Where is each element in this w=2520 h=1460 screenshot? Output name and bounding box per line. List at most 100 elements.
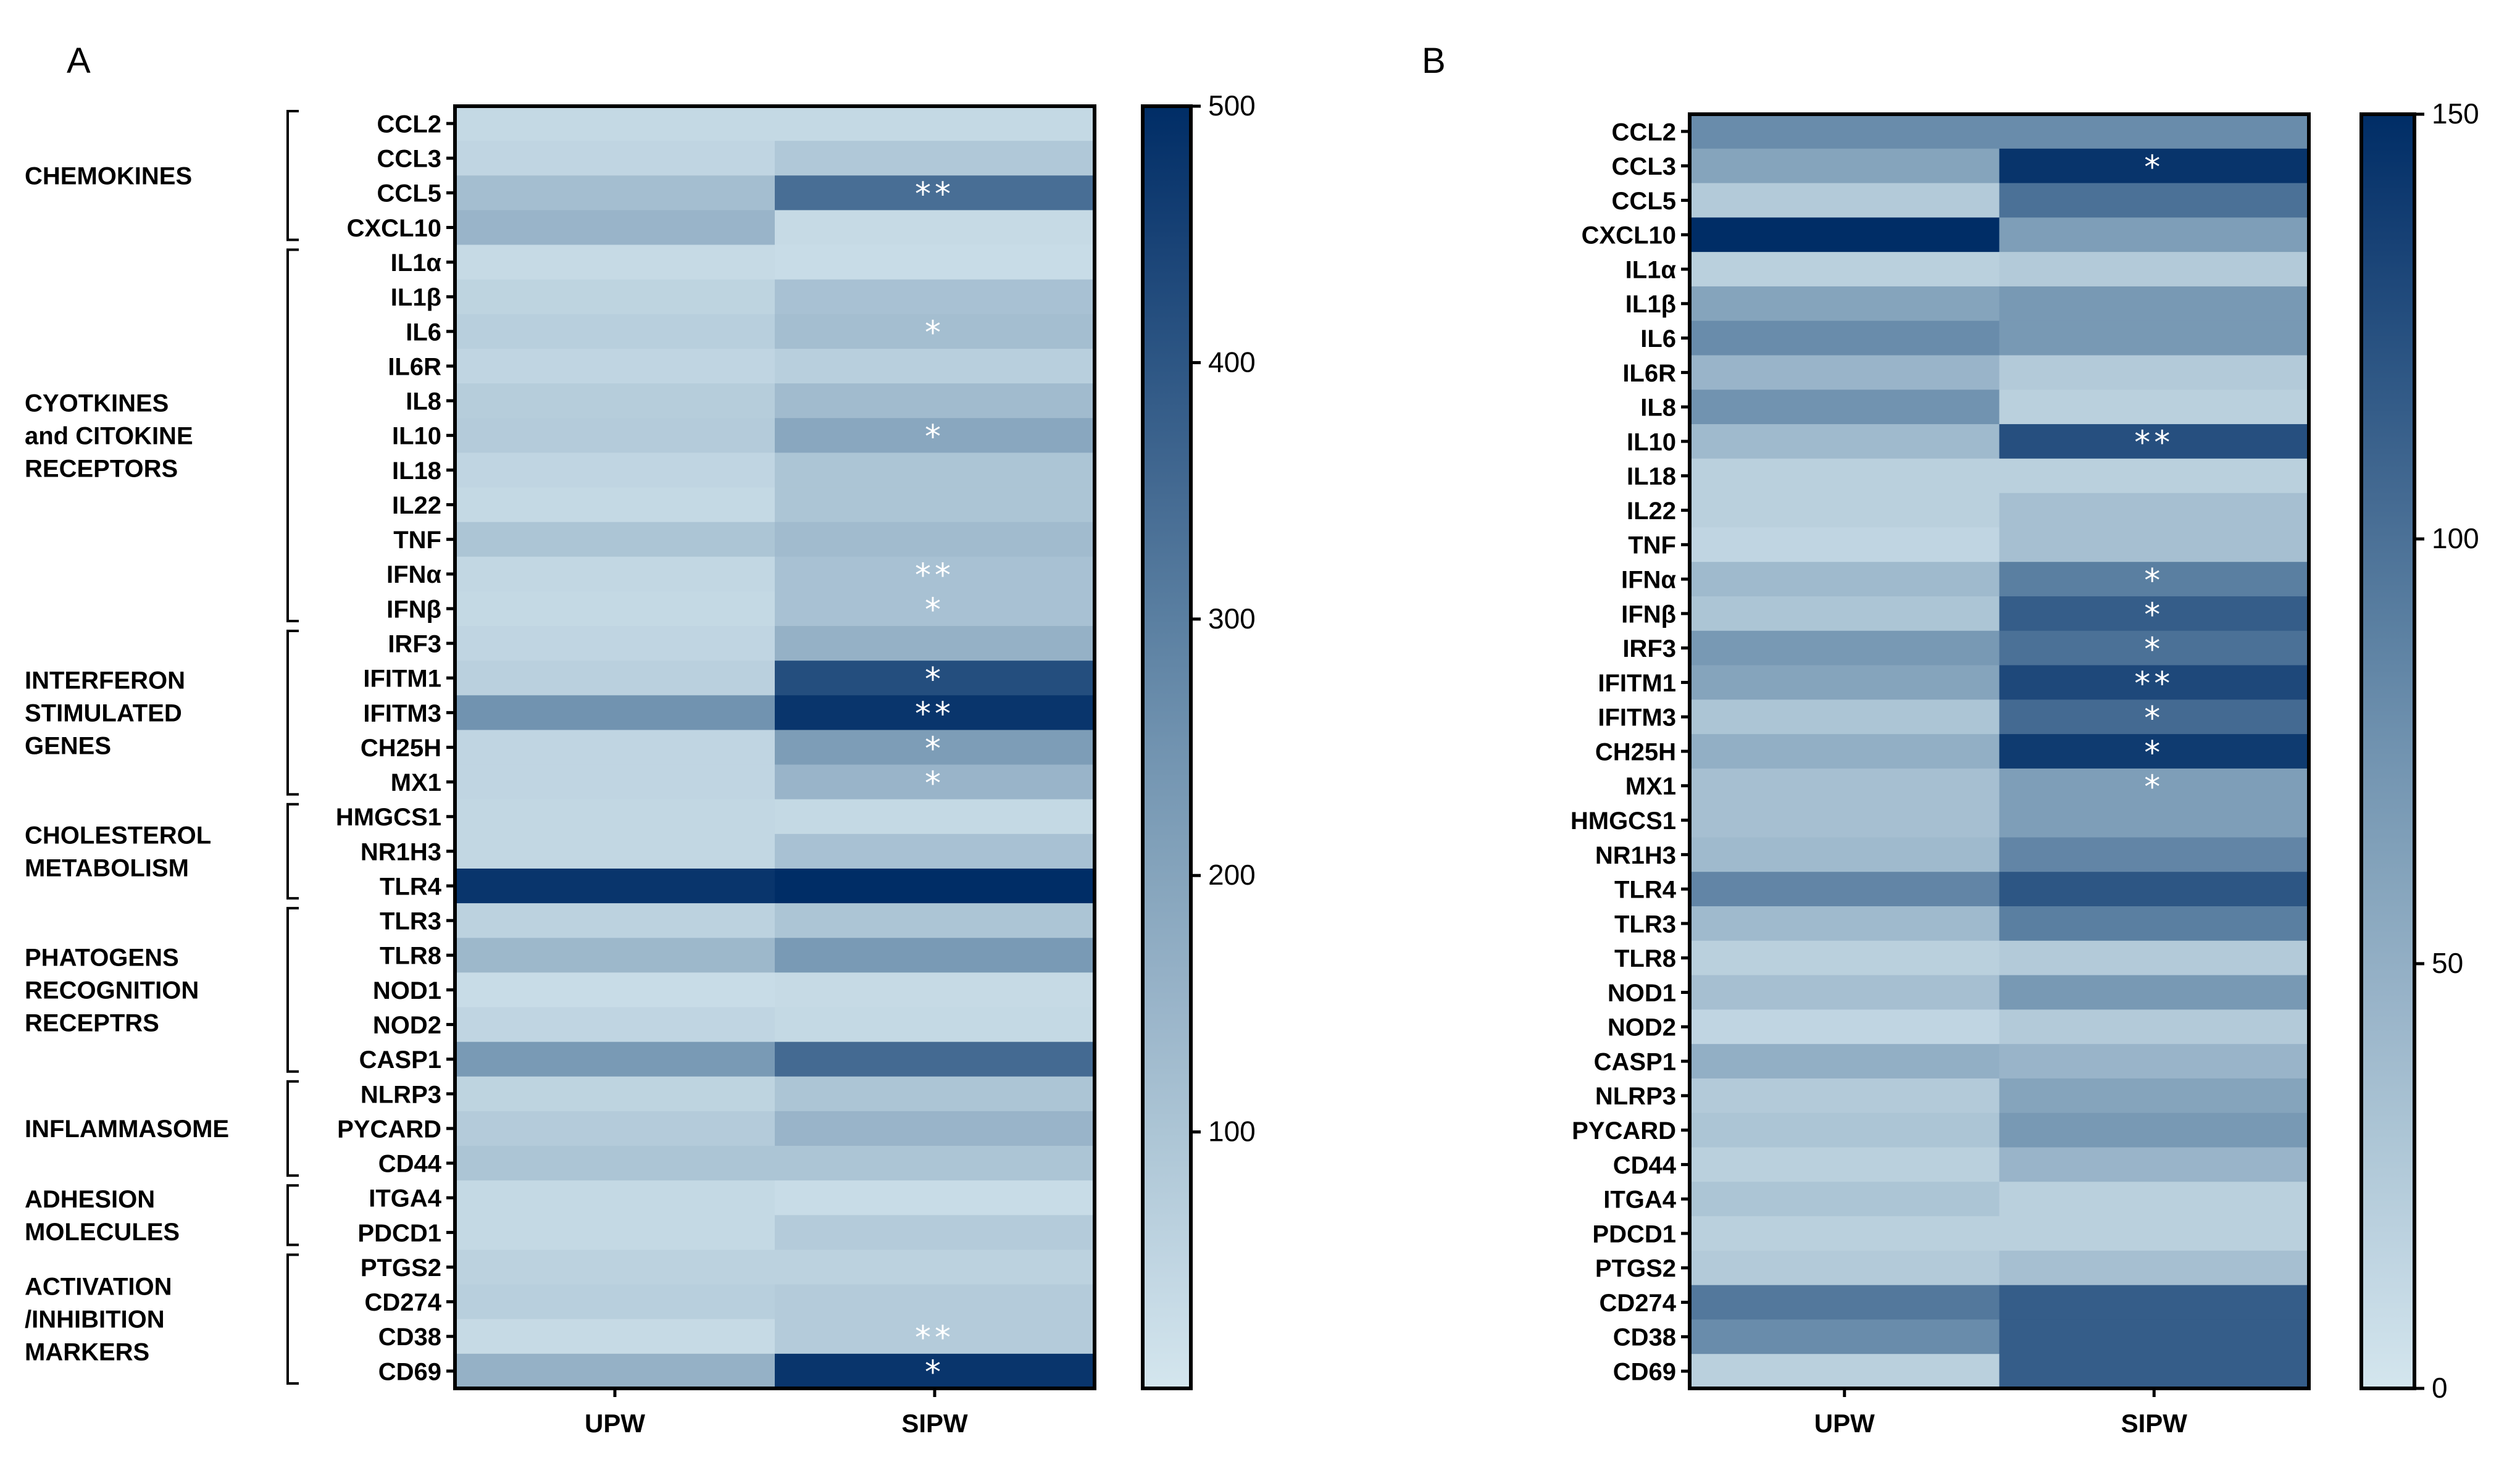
row-label: IL22 (1627, 498, 1676, 525)
heatmap-cell (1999, 699, 2309, 735)
heatmap-cell (1999, 114, 2309, 149)
heatmap-cell (1999, 286, 2309, 322)
row-label: TNF (1628, 532, 1676, 559)
row-label: IL10 (1627, 428, 1676, 456)
colorbar-tick-label: 150 (2432, 98, 2479, 130)
heatmap-cell (1690, 699, 2000, 735)
heatmap-cell (1999, 1112, 2309, 1148)
group-label: RECEPTRS (25, 1009, 159, 1037)
row-label: CCL2 (1612, 119, 1676, 146)
heatmap-cell (1690, 1216, 2000, 1251)
heatmap-cell (1690, 975, 2000, 1010)
group-label: CYOTKINES (25, 390, 169, 417)
row-label: NOD1 (373, 977, 441, 1004)
row-label: ITGA4 (369, 1185, 442, 1212)
row-label: IRF3 (1622, 635, 1676, 662)
heatmap-cell (455, 141, 775, 176)
heatmap-cell (1999, 975, 2309, 1010)
heatmap-cell (1690, 630, 2000, 666)
significance-star: ** (915, 176, 954, 213)
heatmap-cell (1690, 872, 2000, 907)
significance-star: * (925, 1354, 945, 1391)
heatmap-cell (775, 799, 1095, 835)
colorbar: 100 200 300 400 500 (1141, 90, 1256, 1390)
group-bracket (286, 1253, 299, 1385)
significance-star: * (2144, 735, 2164, 772)
group-bracket (286, 248, 299, 623)
significance-star: ** (2134, 425, 2174, 462)
heatmap-cell (1999, 872, 2309, 907)
heatmap-cell (1999, 493, 2309, 528)
significance-star: * (2144, 562, 2164, 599)
heatmap-cell (1690, 596, 2000, 632)
colorbar-bar (2359, 112, 2416, 1390)
group-label: PHATOGENS (25, 944, 179, 971)
row-label: IL1β (1625, 291, 1676, 318)
heatmap-cell (775, 1041, 1095, 1077)
significance-star: * (925, 765, 945, 802)
heatmap-cell (775, 903, 1095, 938)
significance-star: * (925, 592, 945, 629)
heatmap-cell (775, 938, 1095, 973)
significance-annotations: *********** (2134, 149, 2174, 806)
heatmap-cell (1999, 1044, 2309, 1079)
heatmap-cell (775, 453, 1095, 488)
row-label: CASP1 (359, 1046, 441, 1074)
significance-star: * (2144, 149, 2164, 186)
heatmap-cell (775, 730, 1095, 765)
row-label: IL18 (1627, 463, 1676, 490)
row-label: IL18 (392, 457, 441, 485)
row-groups: CHEMOKINES CYOTKINES and CITOKINE RECEPTORS… (25, 110, 299, 1385)
heatmap-cell (455, 764, 775, 800)
heatmap-cell (775, 1319, 1095, 1354)
heatmap-cell (775, 175, 1095, 211)
heatmap-cell (775, 661, 1095, 696)
significance-star: ** (915, 1320, 954, 1357)
heatmap-cell (1690, 1319, 2000, 1354)
heatmap-cell (1999, 148, 2309, 184)
row-label: IL6 (406, 319, 441, 346)
heatmap-cell (775, 1353, 1095, 1389)
row-label: IRF3 (388, 630, 441, 657)
column-label: SIPW (2121, 1409, 2188, 1438)
heatmap-cell (775, 591, 1095, 627)
row-label: CCL5 (377, 180, 441, 207)
row-label: PDCD1 (1592, 1220, 1676, 1248)
row-label: CCL5 (1612, 188, 1676, 215)
significance-annotations: *************** (915, 176, 954, 1391)
heatmap-cell (775, 244, 1095, 280)
colorbar-tick-label: 50 (2432, 947, 2463, 979)
column-labels: UPW SIPW (585, 1388, 968, 1438)
row-label: IFNα (386, 561, 441, 588)
heatmap-cell (1690, 183, 2000, 218)
heatmap-cell (455, 314, 775, 349)
colorbar-tick-label: 0 (2432, 1372, 2448, 1404)
heatmap-cell (455, 1284, 775, 1320)
colorbar-tick-label: 400 (1208, 346, 1256, 378)
heatmap-cell (1999, 803, 2309, 838)
column-labels: UPW SIPW (1814, 1388, 2188, 1438)
heatmap-cell (1690, 1182, 2000, 1217)
heatmap-cell (455, 522, 775, 557)
heatmap-cell (455, 1111, 775, 1146)
heatmap-cell (1999, 527, 2309, 562)
heatmap-cell (775, 106, 1095, 141)
colorbar-bar (1141, 104, 1193, 1390)
heatmap-cell (455, 591, 775, 627)
heatmap-cell (455, 730, 775, 765)
panel-letter: A (67, 41, 91, 81)
group-label: METABOLISM (25, 854, 189, 882)
heatmap-cell (1690, 906, 2000, 941)
row-label: IL6 (1640, 325, 1676, 352)
heatmap-cell (1999, 940, 2309, 976)
heatmap-cell (455, 210, 775, 246)
heatmap-cell (1690, 320, 2000, 356)
heatmap-cell (1690, 1078, 2000, 1114)
panel-b-heatmap: B***********CCL2CCL3CCL5CXCL10IL1αIL1βIL… (1422, 41, 2479, 1438)
heatmap-cell (1999, 458, 2309, 494)
row-label: TLR3 (380, 908, 441, 935)
heatmap-cell (1999, 1285, 2309, 1320)
row-label: TLR4 (380, 873, 442, 900)
row-label: IFITM3 (363, 700, 441, 727)
column-label: UPW (1814, 1409, 1875, 1438)
